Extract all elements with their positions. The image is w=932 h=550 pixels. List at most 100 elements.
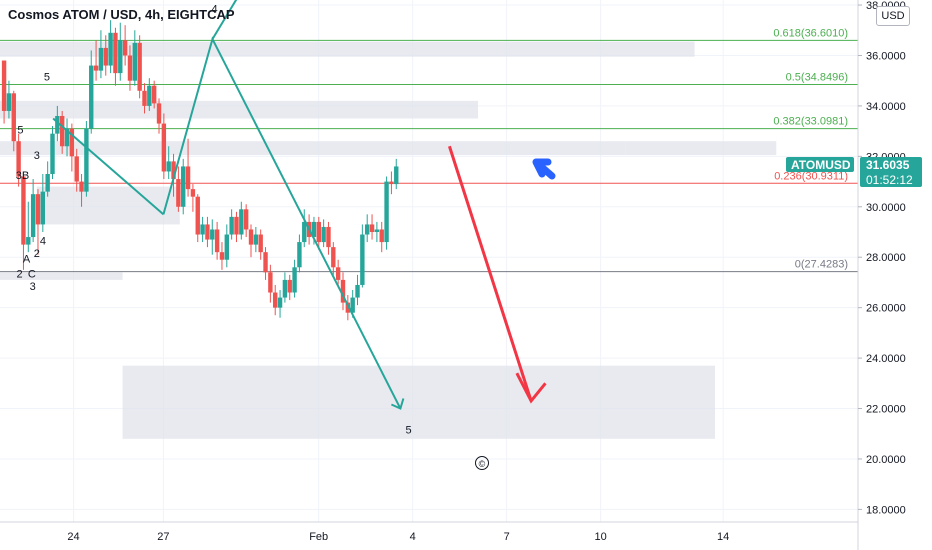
x-tick-label: 4: [410, 531, 416, 543]
candle-body: [273, 292, 278, 308]
blue-arrow-icon: [532, 158, 556, 180]
y-tick-label: 22.0000: [866, 404, 906, 416]
candle-body: [205, 224, 210, 240]
candle-body: [243, 209, 249, 230]
wave-label: 2: [34, 248, 40, 260]
candle-body: [248, 229, 254, 245]
candle-body: [69, 128, 75, 157]
y-tick-label: 30.0000: [866, 202, 906, 214]
wave-drawing: [52, 0, 547, 410]
x-tick-label: 24: [67, 531, 79, 543]
wave-label: 4: [40, 236, 46, 248]
sr-zone: [0, 100, 479, 119]
bar-countdown: 01:52:12: [866, 173, 913, 187]
x-tick-label: 27: [157, 531, 169, 543]
wave-line-upper: [211, 0, 238, 40]
candle-body: [394, 166, 399, 185]
candle-body: [103, 47, 108, 66]
candle-body: [59, 116, 65, 147]
candle-body: [132, 42, 138, 81]
candle-body: [181, 166, 186, 207]
candle-body: [224, 234, 229, 260]
fib-label: 0.618(36.6010): [773, 27, 848, 39]
copyright-mark: ©: [475, 456, 489, 470]
wave-label: 2: [17, 268, 23, 280]
x-tick-label: 7: [504, 531, 510, 543]
candle-body: [268, 272, 273, 293]
fib-label: 0(27.4283): [795, 259, 848, 271]
chart-title: Cosmos ATOM / USD, 4h, EIGHTCAP: [8, 7, 235, 22]
y-tick-label: 20.0000: [866, 454, 906, 466]
candle-body: [340, 279, 346, 303]
candle-body: [142, 90, 147, 106]
candle-body: [190, 189, 196, 197]
candle-body: [253, 234, 259, 245]
currency-button[interactable]: USD: [876, 6, 910, 26]
candle-body: [258, 234, 263, 253]
candle-body: [45, 174, 50, 192]
candle-body: [64, 128, 70, 147]
candle-body: [355, 284, 360, 298]
wave-label: 3: [30, 281, 36, 293]
candle-body: [122, 40, 128, 56]
candle-body: [321, 226, 326, 243]
candle-body: [1, 60, 7, 111]
candle-body: [176, 179, 181, 207]
sr-zone: [122, 365, 716, 439]
time-axis[interactable]: 24 27 Feb 4 7 10 14: [67, 531, 729, 543]
symbol-label: ATOMUSD: [791, 158, 851, 172]
wave-label: 5: [44, 72, 50, 84]
candle-body: [151, 85, 157, 104]
price-axis[interactable]: 38.000036.000034.000032.000030.000028.00…: [858, 0, 906, 516]
y-tick-label: 34.0000: [866, 101, 906, 113]
sr-zone: [0, 272, 123, 280]
candle-body: [30, 194, 36, 238]
candle-body: [311, 221, 317, 238]
sr-zone: [0, 141, 626, 156]
candle-body: [161, 123, 167, 172]
candle-body: [26, 237, 31, 245]
candle-body: [282, 279, 288, 298]
candle-body: [127, 55, 133, 81]
candle-body: [239, 209, 244, 235]
candle-body: [21, 176, 26, 245]
candle-body: [50, 133, 55, 174]
candle-body: [345, 302, 351, 313]
candle-body: [331, 247, 336, 268]
candle-body: [263, 252, 268, 273]
candle-body: [156, 103, 162, 124]
candle-body: [350, 297, 355, 313]
candle-body: [219, 252, 225, 260]
fib-label: 0.382(33.0981): [773, 116, 848, 128]
candle-body: [108, 32, 113, 66]
y-tick-label: 26.0000: [866, 303, 906, 315]
candle-body: [335, 267, 341, 280]
candle-body: [277, 297, 283, 308]
sr-zone: [36, 186, 180, 225]
wave-label: 5: [17, 125, 23, 137]
candle-body: [210, 229, 215, 240]
wave-label: 5: [406, 425, 412, 437]
candle-body: [365, 224, 370, 235]
candles: [1, 20, 399, 321]
candle-body: [98, 47, 104, 71]
y-tick-label: 24.0000: [866, 353, 906, 365]
candle-body: [147, 85, 152, 106]
x-tick-label: 14: [717, 531, 729, 543]
projection-line: [448, 145, 533, 402]
y-tick-label: 28.0000: [866, 252, 906, 264]
candle-body: [16, 141, 21, 177]
candle-body: [234, 216, 239, 235]
wave-label: 4: [211, 4, 217, 16]
symbol-badge: [786, 157, 854, 172]
projection-arrowhead: [515, 372, 547, 404]
last-price-badge: [860, 157, 922, 187]
price-badge: ATOMUSD 31.6035 01:52:12: [786, 157, 922, 187]
candle-body: [297, 242, 302, 268]
direction-marker: [532, 158, 556, 180]
candle-body: [137, 42, 142, 91]
wave-label: C: [28, 268, 36, 280]
candle-body: [55, 116, 60, 134]
